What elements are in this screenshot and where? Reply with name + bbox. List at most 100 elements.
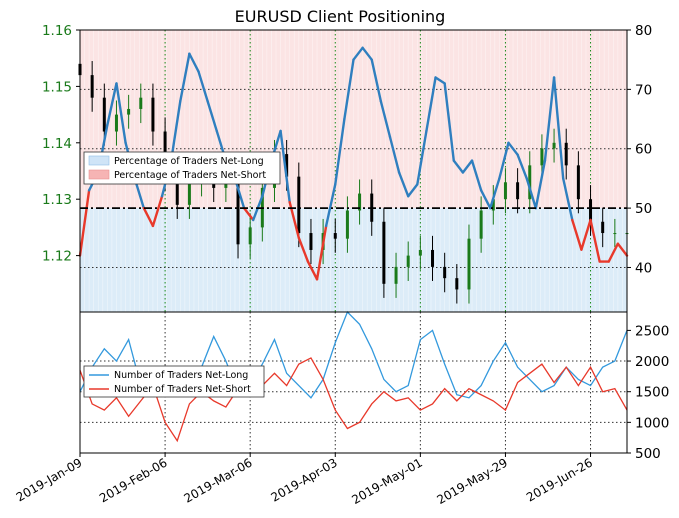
legend-swatch-net-short	[88, 169, 110, 180]
candle-body	[90, 75, 94, 98]
percentage-line-segment	[361, 46, 373, 61]
percentage-line-segment	[470, 159, 483, 192]
legend-label-net-short: Percentage of Traders Net-Short	[114, 170, 266, 181]
legend-swatch-net-long	[88, 155, 110, 166]
percentage-line-segment	[416, 129, 428, 186]
percentage-line-segment	[543, 76, 556, 162]
percentage-line-segment	[334, 117, 346, 186]
candle-body	[248, 227, 252, 245]
candle-body	[139, 97, 143, 109]
candle-body	[406, 255, 410, 267]
candle-body	[358, 193, 362, 211]
right-axis-ticks-bottom: 500 1000 1500 2000 2500	[627, 323, 669, 462]
percentage-line-segment	[388, 135, 401, 174]
candle-body	[589, 199, 593, 222]
left-tick-label: 1.14	[42, 136, 72, 152]
percentage-line-segment	[151, 195, 164, 228]
right-tick-label: 500	[635, 446, 661, 462]
candle-body	[285, 154, 289, 177]
candle-body	[431, 249, 435, 267]
percentage-line-segment	[571, 218, 583, 251]
x-tick-label: 2019-May-01	[349, 455, 424, 507]
right-tick-label: 1500	[635, 385, 669, 401]
percentage-line-segment	[397, 171, 410, 198]
candle-body	[151, 97, 155, 132]
right-tick-label: 60	[635, 142, 652, 158]
percentage-line-segment	[461, 159, 474, 174]
percentage-line-segment	[279, 129, 291, 204]
candle-body	[102, 97, 106, 132]
candle-body	[516, 182, 520, 200]
percentage-line-segment	[507, 141, 519, 156]
candle-body	[236, 176, 240, 245]
bottom-legend: Number of Traders Net-Long Number of Tra…	[83, 365, 265, 398]
percentage-line-segment	[379, 100, 392, 139]
percentage-line-segment	[561, 177, 574, 222]
percentage-line-segment	[443, 82, 455, 162]
right-axis-ticks-top: 40 50 60 70 80	[627, 23, 652, 276]
x-tick-label: 2019-Apr-03	[269, 455, 340, 504]
percentage-line-segment	[78, 189, 91, 257]
left-axis-ticks: 1.12 1.13 1.14 1.15 1.16	[42, 23, 80, 265]
percentage-line-segment	[197, 70, 209, 103]
candle-body	[528, 165, 532, 200]
candle-body	[576, 165, 580, 200]
percentage-line-segment	[169, 100, 182, 162]
legend-label-net-long: Percentage of Traders Net-Long	[114, 156, 264, 167]
candle-body	[175, 176, 179, 205]
bottom-panel: 500 1000 1500 2000 2500 2019-Jan-09 2019-Feb-…	[14, 310, 669, 507]
left-tick-label: 1.16	[42, 23, 72, 39]
percentage-line-segment	[115, 82, 127, 145]
percentage-line-segment	[306, 260, 319, 281]
percentage-line-segment	[206, 100, 218, 133]
percentage-line-segment	[534, 159, 547, 210]
candle-body	[345, 210, 349, 239]
candle-body	[187, 182, 191, 205]
percentage-line-segment	[498, 141, 510, 180]
percentage-line-segment	[479, 189, 492, 210]
legend-label-traders-net-short: Number of Traders Net-Short	[114, 384, 251, 395]
candle-body	[297, 176, 301, 234]
percentage-line-segment	[343, 58, 355, 121]
candle-body	[503, 182, 507, 200]
percentage-line-segment	[370, 58, 383, 103]
percentage-line-segment	[297, 236, 310, 263]
percentage-line-segment	[525, 177, 538, 210]
percentage-line-segment	[242, 206, 255, 222]
percentage-line-segment	[580, 218, 592, 251]
candle-body	[552, 142, 556, 149]
percentage-line-segment	[106, 82, 118, 127]
left-tick-label: 1.12	[42, 249, 72, 265]
percentage-line-segment	[142, 206, 155, 228]
x-tick-label: 2019-Jun-26	[524, 455, 595, 504]
percentage-line-segment	[552, 76, 565, 180]
right-tick-label: 2000	[635, 354, 669, 370]
percentage-line-segment	[589, 218, 601, 263]
percentage-line-segment	[315, 224, 328, 281]
candle-body	[491, 199, 495, 211]
percentage-line-segment	[352, 46, 364, 61]
percentage-line-segment	[489, 177, 501, 210]
candle-body	[382, 221, 386, 284]
candle-body	[394, 266, 398, 284]
candle-body	[540, 148, 544, 166]
bottom-grid	[79, 312, 627, 453]
left-tick-label: 1.15	[42, 79, 72, 95]
chart-title: EURUSD Client Positioning	[235, 7, 446, 26]
right-tick-label: 50	[635, 201, 652, 217]
candle-body	[479, 210, 483, 239]
x-tick-label: 2019-Jan-09	[14, 455, 85, 504]
percentage-line-segment	[407, 183, 419, 198]
percentage-line-segment	[616, 242, 629, 257]
right-tick-label: 40	[635, 260, 652, 276]
candle-body	[114, 114, 118, 132]
left-tick-label: 1.13	[42, 192, 72, 208]
x-tick-label: 2019-Feb-06	[97, 455, 170, 505]
right-tick-label: 2500	[635, 323, 669, 339]
candle-body	[601, 221, 605, 234]
right-tick-label: 80	[635, 23, 652, 39]
candle-body	[418, 249, 422, 256]
candle-body	[443, 266, 447, 279]
percentage-line-segment	[452, 159, 465, 174]
x-axis-ticks: 2019-Jan-09 2019-Feb-06 2019-Mar-06 2019-Ap…	[14, 453, 595, 507]
